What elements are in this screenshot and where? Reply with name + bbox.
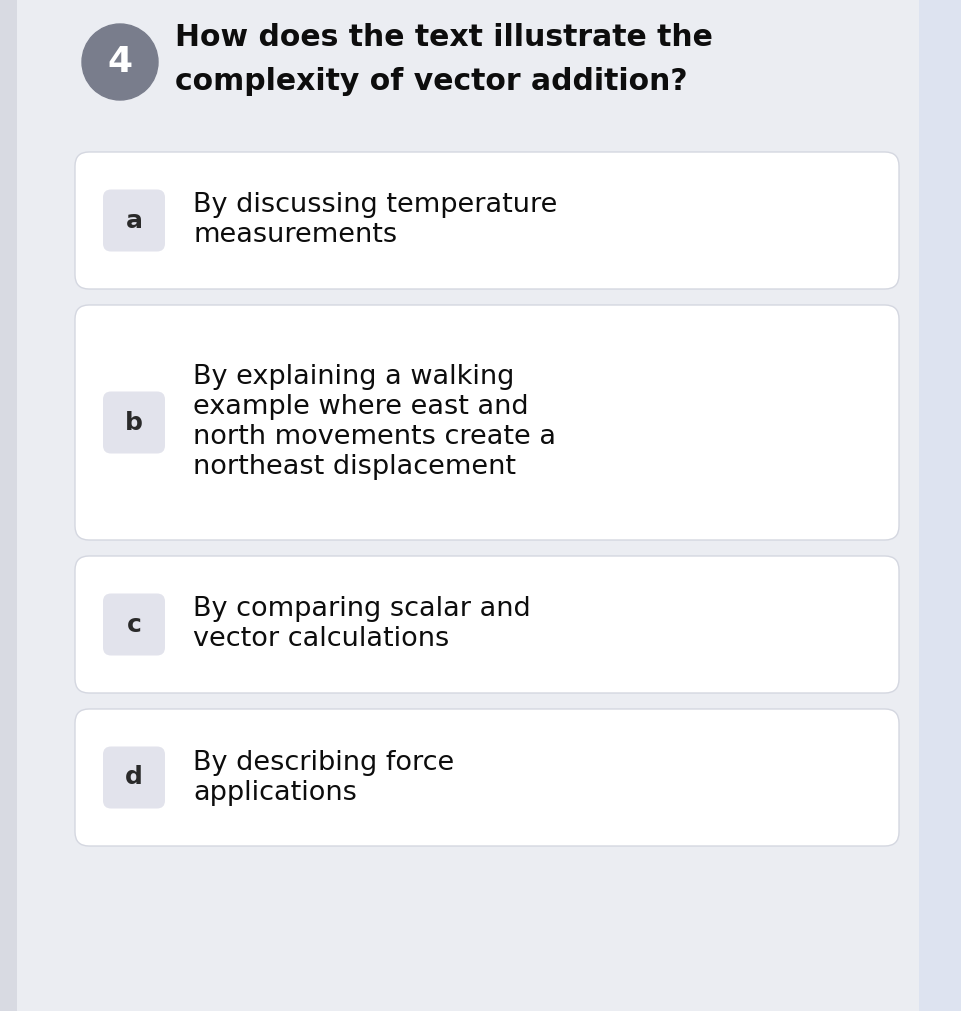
Text: By explaining a walking: By explaining a walking <box>193 365 514 390</box>
Text: example where east and: example where east and <box>193 394 529 421</box>
FancyBboxPatch shape <box>103 391 165 454</box>
Text: applications: applications <box>193 779 357 806</box>
Text: vector calculations: vector calculations <box>193 627 449 652</box>
Text: a: a <box>126 208 142 233</box>
FancyBboxPatch shape <box>75 152 899 289</box>
Circle shape <box>82 24 158 100</box>
FancyBboxPatch shape <box>75 305 899 540</box>
Text: d: d <box>125 765 143 790</box>
FancyBboxPatch shape <box>75 556 899 693</box>
Text: north movements create a: north movements create a <box>193 425 556 451</box>
FancyBboxPatch shape <box>103 593 165 655</box>
Text: By discussing temperature: By discussing temperature <box>193 192 557 218</box>
Text: b: b <box>125 410 143 435</box>
Text: By describing force: By describing force <box>193 749 455 775</box>
Bar <box>0 0 17 1011</box>
Text: c: c <box>127 613 141 637</box>
FancyBboxPatch shape <box>103 746 165 809</box>
Text: measurements: measurements <box>193 222 397 249</box>
Text: 4: 4 <box>108 45 133 79</box>
Text: complexity of vector addition?: complexity of vector addition? <box>175 68 688 96</box>
FancyBboxPatch shape <box>75 709 899 846</box>
Text: northeast displacement: northeast displacement <box>193 455 516 480</box>
FancyBboxPatch shape <box>103 189 165 252</box>
Text: By comparing scalar and: By comparing scalar and <box>193 596 530 623</box>
Text: How does the text illustrate the: How does the text illustrate the <box>175 23 713 53</box>
Bar <box>919 0 961 1011</box>
